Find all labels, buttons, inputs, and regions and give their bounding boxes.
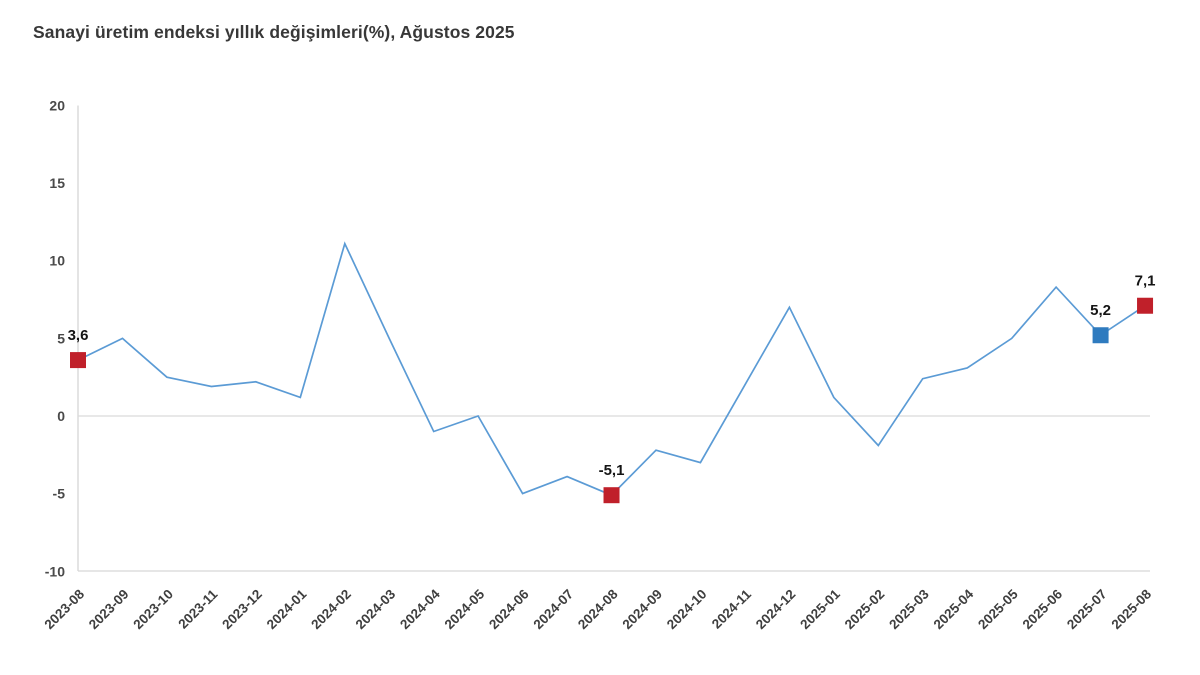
x-axis-tick-label: 2025-07: [1064, 587, 1110, 633]
x-axis-tick-label: 2024-01: [264, 586, 310, 632]
x-axis-tick-label: 2025-06: [1020, 586, 1066, 632]
x-axis-tick-label: 2024-05: [442, 586, 488, 632]
x-axis-tick-label: 2025-01: [797, 586, 843, 632]
x-axis-tick-label: 2024-07: [531, 587, 577, 633]
data-point-label: 7,1: [1135, 273, 1156, 290]
x-axis-tick-label: 2024-09: [619, 587, 665, 633]
x-axis-tick-label: 2024-08: [575, 586, 621, 632]
y-axis-tick-label: -10: [45, 563, 65, 579]
x-axis-tick-label: 2024-10: [664, 587, 710, 633]
x-axis-tick-label: 2024-06: [486, 586, 532, 632]
x-axis-tick-label: 2024-03: [353, 586, 399, 632]
x-axis-tick-label: 2024-12: [753, 587, 799, 633]
y-axis-tick-label: 15: [49, 175, 65, 191]
x-axis-tick-label: 2023-08: [41, 586, 87, 632]
x-axis-tick-label: 2025-05: [975, 586, 1021, 632]
x-axis-tick-label: 2025-04: [931, 586, 977, 632]
data-point-marker: [70, 352, 86, 369]
x-axis-tick-label: 2024-04: [397, 586, 443, 632]
chart-title: Sanayi üretim endeksi yıllık değişimleri…: [33, 22, 515, 42]
data-point-label: 3,6: [68, 327, 89, 344]
data-point-marker: [1092, 327, 1109, 344]
x-axis-tick-label: 2023-10: [130, 587, 176, 633]
y-axis-tick-label: 0: [57, 408, 65, 424]
y-axis-tick-label: -5: [53, 486, 66, 502]
y-axis-tick-label: 20: [49, 97, 65, 113]
line-series: [77, 241, 1146, 497]
x-axis-tick-label: 2023-12: [219, 587, 265, 633]
x-axis-tick-label: 2025-08: [1109, 586, 1155, 632]
y-axis-tick-label: 10: [49, 253, 65, 269]
x-axis-tick-label: 2025-03: [886, 586, 932, 632]
x-axis-tick-label: 2024-02: [308, 587, 354, 633]
x-axis-tick-label: 2025-02: [842, 587, 888, 633]
data-point-marker: [1137, 297, 1154, 314]
data-point-marker: [603, 487, 620, 504]
data-point-label: -5,1: [599, 462, 625, 479]
y-axis-tick-label: 5: [57, 330, 65, 346]
x-axis-tick-label: 2024-11: [709, 586, 754, 631]
x-axis-tick-label: 2023-09: [86, 587, 132, 633]
data-point-label: 5,2: [1090, 302, 1111, 319]
x-axis-tick-label: 2023-11: [175, 586, 220, 631]
